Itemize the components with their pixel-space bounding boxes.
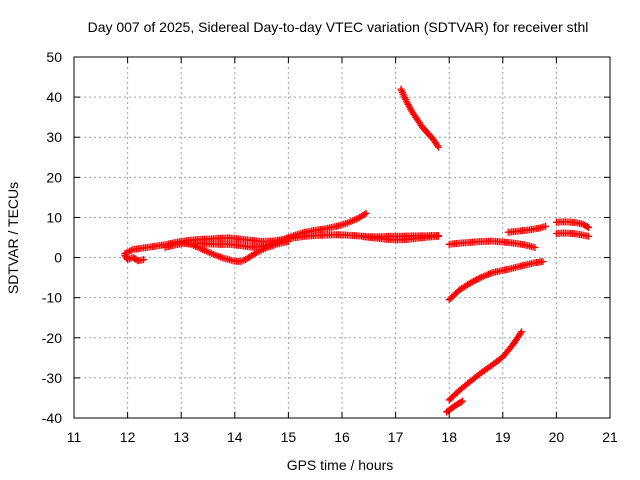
plus-marker bbox=[517, 329, 525, 337]
y-tick-label: 20 bbox=[46, 169, 62, 185]
x-tick-label: 20 bbox=[549, 429, 565, 445]
plot-frame bbox=[73, 56, 611, 419]
y-tick-label: 10 bbox=[46, 209, 62, 225]
plus-marker bbox=[467, 279, 475, 287]
plus-marker bbox=[531, 244, 539, 252]
data-series bbox=[121, 252, 148, 265]
plus-marker bbox=[140, 256, 148, 264]
plus-marker bbox=[434, 143, 442, 151]
plus-marker bbox=[362, 209, 370, 217]
plus-marker bbox=[585, 232, 593, 240]
plus-marker bbox=[433, 142, 441, 150]
y-tick-label: -30 bbox=[42, 370, 62, 386]
plus-marker bbox=[127, 246, 135, 254]
plus-marker bbox=[361, 210, 369, 218]
plus-marker bbox=[471, 276, 479, 284]
plus-marker bbox=[126, 247, 134, 255]
y-axis-ticks: -40 -30 -20 -10 0 10 20 30 40 50 bbox=[42, 49, 610, 426]
plus-marker bbox=[123, 249, 131, 257]
data-series bbox=[445, 328, 526, 404]
x-tick-label: 15 bbox=[281, 429, 297, 445]
x-axis-title: GPS time / hours bbox=[287, 457, 394, 473]
plus-marker bbox=[121, 250, 129, 258]
y-axis-title: SDTVAR / TECUs bbox=[5, 182, 21, 294]
plus-marker bbox=[459, 397, 467, 405]
plus-marker bbox=[474, 275, 482, 283]
data-points bbox=[121, 85, 593, 416]
x-tick-label: 17 bbox=[388, 429, 404, 445]
plus-marker bbox=[468, 278, 476, 286]
y-tick-label: -20 bbox=[42, 330, 62, 346]
plus-marker bbox=[473, 276, 481, 284]
y-tick-label: 50 bbox=[46, 49, 62, 65]
data-series bbox=[552, 218, 593, 231]
plus-marker bbox=[457, 398, 465, 406]
x-tick-label: 18 bbox=[441, 429, 457, 445]
plus-marker bbox=[284, 238, 292, 246]
x-tick-label: 16 bbox=[334, 429, 350, 445]
plus-marker bbox=[539, 258, 547, 266]
plus-marker bbox=[542, 222, 550, 230]
data-series bbox=[177, 238, 292, 266]
data-series bbox=[504, 222, 550, 236]
y-tick-label: 40 bbox=[46, 89, 62, 105]
plus-marker bbox=[470, 277, 478, 285]
data-series bbox=[552, 229, 593, 240]
data-series bbox=[359, 232, 442, 244]
y-tick-label: 0 bbox=[54, 250, 62, 266]
plus-marker bbox=[434, 232, 442, 240]
x-tick-label: 14 bbox=[227, 429, 243, 445]
data-series bbox=[445, 237, 539, 252]
data-series bbox=[443, 397, 467, 416]
data-series bbox=[445, 258, 547, 304]
plus-marker bbox=[476, 274, 484, 282]
plus-marker bbox=[585, 223, 593, 231]
x-tick-label: 12 bbox=[120, 429, 136, 445]
x-tick-label: 21 bbox=[602, 429, 618, 445]
plus-marker bbox=[124, 248, 132, 256]
chart-title: Day 007 of 2025, Sidereal Day-to-day VTE… bbox=[88, 19, 589, 35]
data-series bbox=[397, 85, 442, 151]
y-tick-label: -10 bbox=[42, 290, 62, 306]
x-tick-label: 19 bbox=[495, 429, 511, 445]
y-tick-label: 30 bbox=[46, 129, 62, 145]
x-axis-ticks: 11 12 13 14 15 16 17 18 19 20 21 bbox=[67, 57, 618, 445]
x-tick-label: 11 bbox=[67, 429, 82, 445]
y-tick-label: -40 bbox=[42, 410, 62, 426]
plus-marker bbox=[583, 223, 591, 231]
x-tick-label: 13 bbox=[173, 429, 189, 445]
plus-marker bbox=[518, 328, 526, 336]
